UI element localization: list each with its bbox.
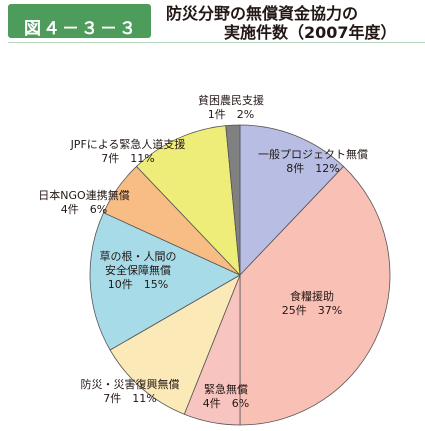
pie-slice xyxy=(109,274,241,415)
slice-name-label: 緊急無償 xyxy=(204,382,248,396)
slice-name-label: JPFによる緊急人道支援 xyxy=(70,137,186,151)
slice-name-label: 防災・災害復興無償 xyxy=(81,377,180,391)
pie-slices xyxy=(89,124,391,426)
slice-value-label: 7件 11% xyxy=(101,152,154,165)
chart-title: 防災分野の無償資金協力の 実施件数（2007年度） xyxy=(166,4,416,42)
slice-value-label: 7件 11% xyxy=(103,392,156,405)
slice-value-label: 4件 6% xyxy=(61,203,107,216)
header-rule xyxy=(8,42,425,43)
chart-title-line-2: 実施件数（2007年度） xyxy=(224,23,397,42)
figure-number: 図４－３－３ xyxy=(24,19,138,39)
pie-slice xyxy=(239,124,345,276)
slice-name-label: 草の根・人間の安全保障無償 xyxy=(100,249,177,277)
chart-header: 図４－３－３ 防災分野の無償資金協力の 実施件数（2007年度） xyxy=(0,0,425,52)
slice-name-label: 貧困農民支援 xyxy=(198,93,264,107)
slice-value-label: 4件 6% xyxy=(203,397,249,410)
pie-slice xyxy=(239,165,391,426)
slice-name-label: 食糧援助 xyxy=(290,289,334,303)
slice-name-label: 日本NGO連携無償 xyxy=(38,188,129,202)
figure-number-badge: 図４－３－３ xyxy=(8,4,151,39)
slice-value-label: 8件 12% xyxy=(286,162,339,175)
slice-value-label: 1件 2% xyxy=(208,108,254,121)
slice-name-label: 一般プロジェクト無償 xyxy=(258,147,368,161)
pie-slice xyxy=(89,212,241,351)
chart-title-line-1: 防災分野の無償資金協力の xyxy=(166,4,359,23)
slice-value-label: 10件 15% xyxy=(108,278,168,291)
slice-value-label: 25件 37% xyxy=(282,304,342,317)
pie-slice xyxy=(225,124,241,276)
pie-slice xyxy=(135,125,241,277)
